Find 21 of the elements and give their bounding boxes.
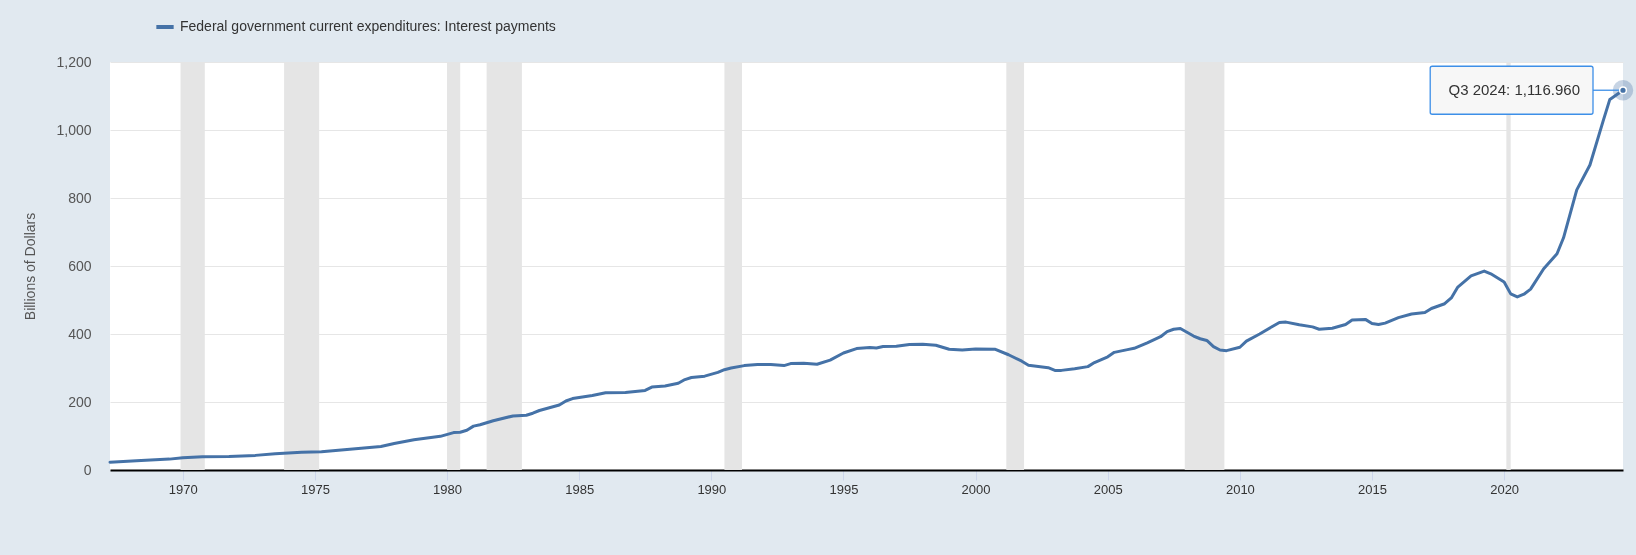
x-tick-label: 1990	[697, 481, 727, 497]
x-tick-label: 1980	[433, 481, 462, 497]
y-tick-label: 200	[68, 393, 92, 410]
x-tick-label: 1985	[565, 481, 595, 497]
y-tick-label: 0	[83, 461, 92, 478]
annotation: Q3 2024: 1,116.960	[1448, 81, 1580, 99]
x-tick-label: 2020	[1490, 481, 1520, 497]
y-tick-label: 600	[68, 257, 92, 274]
x-tick-label: 1995	[829, 481, 859, 497]
x-tick-label: 1975	[300, 481, 330, 497]
x-tick-label: 2010	[1225, 481, 1255, 497]
y-tick-label: 1,200	[56, 53, 92, 70]
legend-label: Federal government current expenditures: Interest payments	[180, 18, 556, 34]
x-tick-label: 2005	[1093, 481, 1123, 497]
x-tick-label: 2000	[961, 481, 991, 497]
x-tick-label: 2015	[1358, 481, 1387, 497]
y-tick-label: 800	[68, 189, 92, 206]
y-tick-label: 1,000	[56, 121, 92, 138]
y-axis-title: Billions of Dollars	[22, 212, 39, 321]
y-tick-label: 400	[68, 325, 92, 342]
x-tick-label: 1970	[168, 481, 198, 497]
